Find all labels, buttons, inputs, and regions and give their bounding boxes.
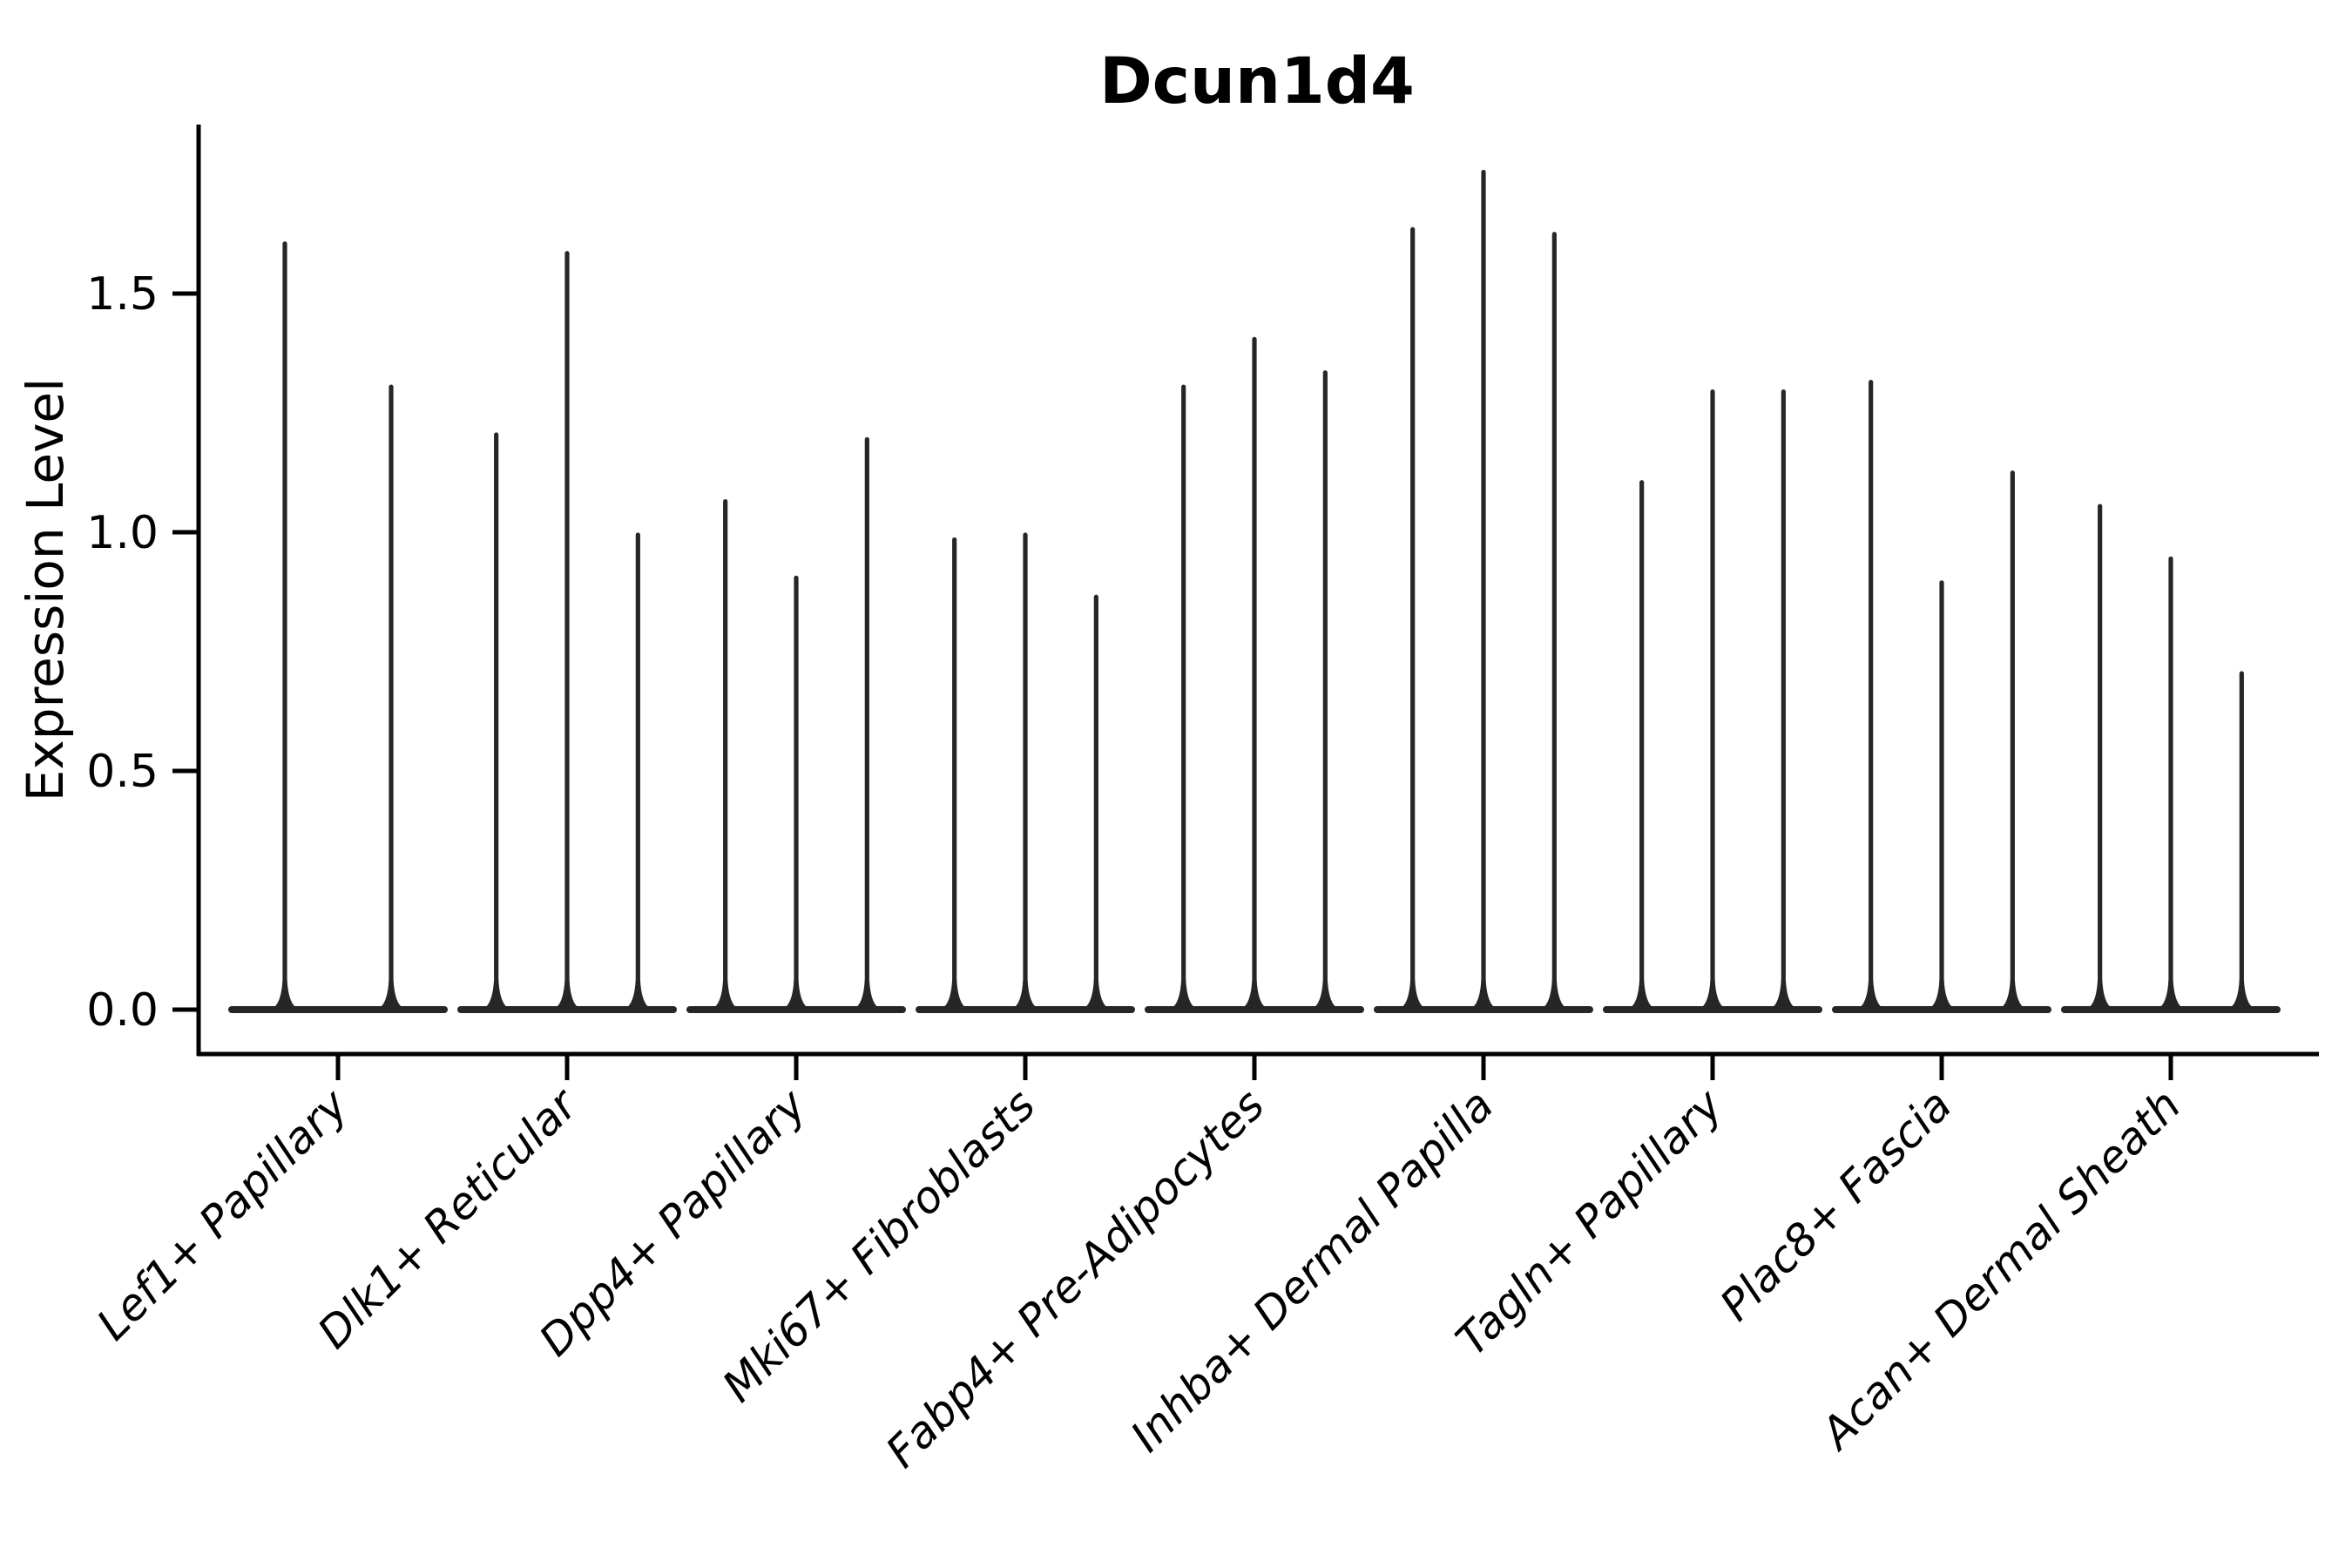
violin-group <box>916 532 1135 1013</box>
violin-group <box>2061 504 2281 1013</box>
violin-group <box>1374 169 1593 1013</box>
x-axis-ticks <box>335 1054 2173 1080</box>
y-tick-label: 1.5 <box>86 268 159 321</box>
x-category-label: Fabp4+ Pre-Adipocytes <box>876 1079 1274 1477</box>
x-category-label: Plac8+ Fascia <box>1711 1079 1962 1330</box>
violin-group <box>1145 336 1364 1013</box>
y-axis-ticks <box>172 291 199 1012</box>
x-category-label: Acan+ Dermal Sheath <box>1810 1079 2191 1460</box>
y-tick-label: 0.5 <box>86 746 159 798</box>
violin-group <box>457 251 677 1013</box>
x-category-label: Lef1+ Papillary <box>87 1078 358 1349</box>
violin-group <box>1832 380 2051 1013</box>
axis-spines <box>196 125 2319 1057</box>
x-category-label: Inhba+ Dermal Papilla <box>1121 1079 1503 1461</box>
violin-group <box>228 241 448 1013</box>
y-tick-label: 0.0 <box>86 984 159 1037</box>
y-tick-label: 1.0 <box>86 507 159 559</box>
y-axis-tick-labels: 0.0 0.5 1.0 1.5 <box>86 268 159 1037</box>
violin-group <box>686 436 906 1013</box>
chart-title: Dcun1d4 <box>1099 44 1415 118</box>
y-axis-label: Expression Level <box>16 378 75 801</box>
violin-group <box>1603 389 1822 1013</box>
violins <box>228 169 2281 1013</box>
